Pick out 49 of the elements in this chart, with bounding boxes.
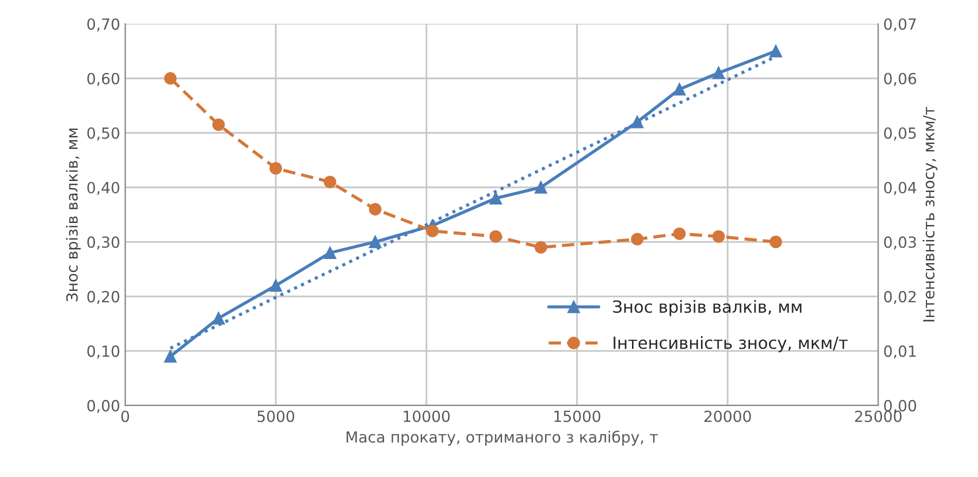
- point: [368, 202, 382, 216]
- point: [164, 350, 177, 363]
- y-tick-label: 0,10: [87, 345, 120, 359]
- y2-tick-label: 0,07: [884, 18, 916, 32]
- point: [631, 232, 644, 246]
- x-tick-label: 20000: [704, 410, 751, 422]
- x-tick-label: 25000: [855, 410, 902, 422]
- point: [534, 241, 548, 254]
- y2-tick-label: 0,04: [884, 182, 916, 195]
- point: [673, 83, 686, 96]
- y2-tick-label: 0,01: [884, 345, 916, 359]
- point: [770, 44, 782, 58]
- y-tick-label: 0,60: [87, 72, 120, 86]
- x-tick-label: 10000: [404, 410, 450, 422]
- point: [324, 246, 336, 260]
- y-tick-label: 0,70: [87, 18, 120, 32]
- point: [270, 279, 282, 292]
- point: [534, 181, 548, 194]
- y-axis-title: Знос врізів валків, мм: [66, 128, 81, 302]
- point: [712, 230, 725, 243]
- y-tick-label: 0,20: [87, 290, 120, 304]
- x-tick-label: 15000: [554, 410, 600, 422]
- y2-tick-label: 0,02: [884, 290, 916, 304]
- y-tick-label: 0,50: [87, 127, 120, 140]
- y-tick-label: 0,00: [87, 400, 120, 414]
- y2-tick-label: 0,05: [884, 127, 916, 140]
- point: [164, 72, 177, 85]
- point: [712, 66, 725, 80]
- point: [426, 224, 439, 238]
- y-tick-label: 0,40: [87, 182, 120, 195]
- point: [489, 230, 502, 243]
- point: [212, 312, 225, 324]
- point: [324, 176, 336, 188]
- y2-tick-label: 0,00: [884, 400, 916, 414]
- point: [212, 118, 225, 131]
- point: [489, 192, 502, 205]
- y2-axis-title: Інтенсивність зносу, мкм/т: [922, 106, 938, 322]
- y-tick-label: 0,30: [87, 236, 120, 250]
- x-axis-title: Маса прокату, отриманого з калібру, т: [346, 430, 658, 446]
- x-tick-label: 5000: [258, 410, 294, 422]
- point: [270, 162, 282, 175]
- point: [673, 227, 686, 240]
- y2-tick-label: 0,03: [884, 236, 916, 250]
- x-tick-label: 0: [121, 410, 130, 422]
- legend-label: Інтенсивність зносу, мкм/т: [614, 336, 848, 352]
- point: [368, 236, 382, 248]
- y2-tick-label: 0,06: [884, 72, 916, 86]
- legend-label: Знос врізів валків, мм: [613, 300, 802, 316]
- point: [770, 236, 782, 248]
